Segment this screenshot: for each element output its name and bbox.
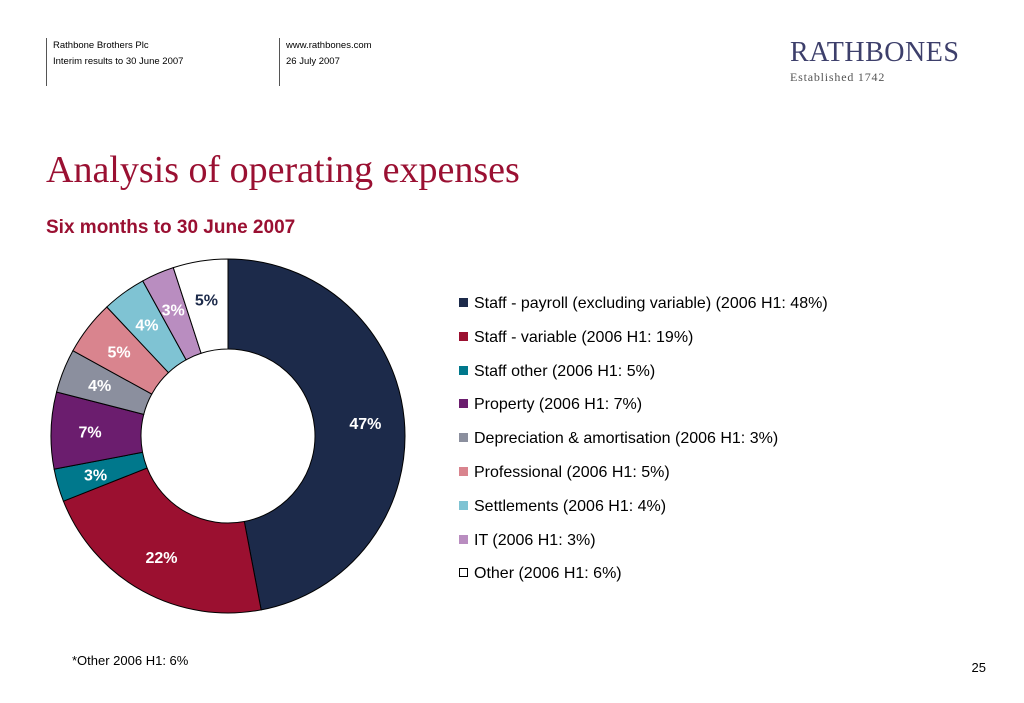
legend-swatch-3 — [459, 365, 468, 375]
slice-data-label-1: 47% — [349, 416, 381, 433]
header-report-name: Interim results to 30 June 2007 — [53, 56, 184, 67]
legend-item-3: Staff other (2006 H1: 5%) — [459, 361, 655, 383]
legend-item-4: Property (2006 H1: 7%) — [459, 394, 642, 416]
legend-swatch-1 — [459, 298, 468, 307]
legend-item-5: Depreciation & amortisation (2006 H1: 3%… — [459, 428, 778, 450]
header-website: www.rathbones.com — [286, 40, 372, 51]
header-company-block: Rathbone Brothers Plc Interim results to… — [46, 38, 183, 86]
legend-label-1: Staff - payroll (excluding variable) (20… — [474, 295, 828, 312]
legend-item-9: Other (2006 H1: 6%) — [459, 563, 622, 585]
page-number: 25 — [971, 660, 986, 675]
legend-item-6: Professional (2006 H1: 5%) — [459, 462, 670, 484]
legend-swatch-2 — [459, 331, 468, 341]
footnote: *Other 2006 H1: 6% — [72, 653, 189, 668]
legend-swatch-6 — [459, 467, 468, 476]
chart-subtitle: Six months to 30 June 2007 — [46, 217, 296, 238]
rathbones-logo: RATHBONES Established 1742 — [790, 36, 985, 84]
page-title: Analysis of operating expenses — [46, 149, 520, 191]
slice-data-label-4: 7% — [79, 425, 102, 442]
legend-item-2: Staff - variable (2006 H1: 19%) — [459, 327, 693, 349]
legend-label-7: Settlements (2006 H1: 4%) — [474, 497, 667, 515]
legend-swatch-7 — [459, 500, 468, 510]
legend-label-6: Professional (2006 H1: 5%) — [474, 464, 670, 481]
legend-label-4: Property (2006 H1: 7%) — [474, 396, 643, 414]
slice-data-label-2: 22% — [145, 550, 177, 567]
slice-data-label-9: 5% — [195, 293, 218, 310]
legend-item-8: IT (2006 H1: 3%) — [459, 530, 596, 552]
slice-data-label-7: 4% — [135, 317, 158, 334]
slice-data-label-5: 4% — [88, 378, 111, 395]
slice-data-label-8: 3% — [162, 302, 185, 319]
legend-label-9: Other (2006 H1: 6%) — [474, 565, 622, 583]
legend-swatch-5 — [459, 433, 468, 443]
donut-slice-2 — [62, 467, 262, 614]
legend-item-1: Staff - payroll (excluding variable) (20… — [459, 293, 828, 315]
legend-swatch-8 — [459, 534, 468, 544]
donut-slice-9 — [172, 258, 229, 354]
legend-swatch-9 — [459, 568, 468, 578]
legend-label-8: IT (2006 H1: 3%) — [474, 531, 596, 549]
slice-data-label-6: 5% — [107, 344, 130, 361]
legend-label-3: Staff other (2006 H1: 5%) — [474, 362, 656, 380]
header-company-name: Rathbone Brothers Plc — [53, 40, 149, 51]
donut-slices — [50, 258, 406, 614]
logo-wordmark: RATHBONES — [790, 37, 960, 68]
logo-established: Established 1742 — [790, 70, 886, 84]
header-date: 26 July 2007 — [286, 56, 340, 67]
legend-item-7: Settlements (2006 H1: 4%) — [459, 496, 666, 518]
legend-label-2: Staff - variable (2006 H1: 19%) — [474, 328, 694, 346]
header-web-block: www.rathbones.com 26 July 2007 — [279, 38, 372, 86]
donut-slice-1 — [227, 258, 406, 611]
slice-data-label-3: 3% — [84, 468, 107, 485]
donut-data-labels: 47%22%3%7%4%5%4%3%5% — [79, 293, 382, 567]
legend-label-5: Depreciation & amortisation (2006 H1: 3%… — [474, 430, 779, 448]
legend-swatch-4 — [459, 399, 468, 409]
